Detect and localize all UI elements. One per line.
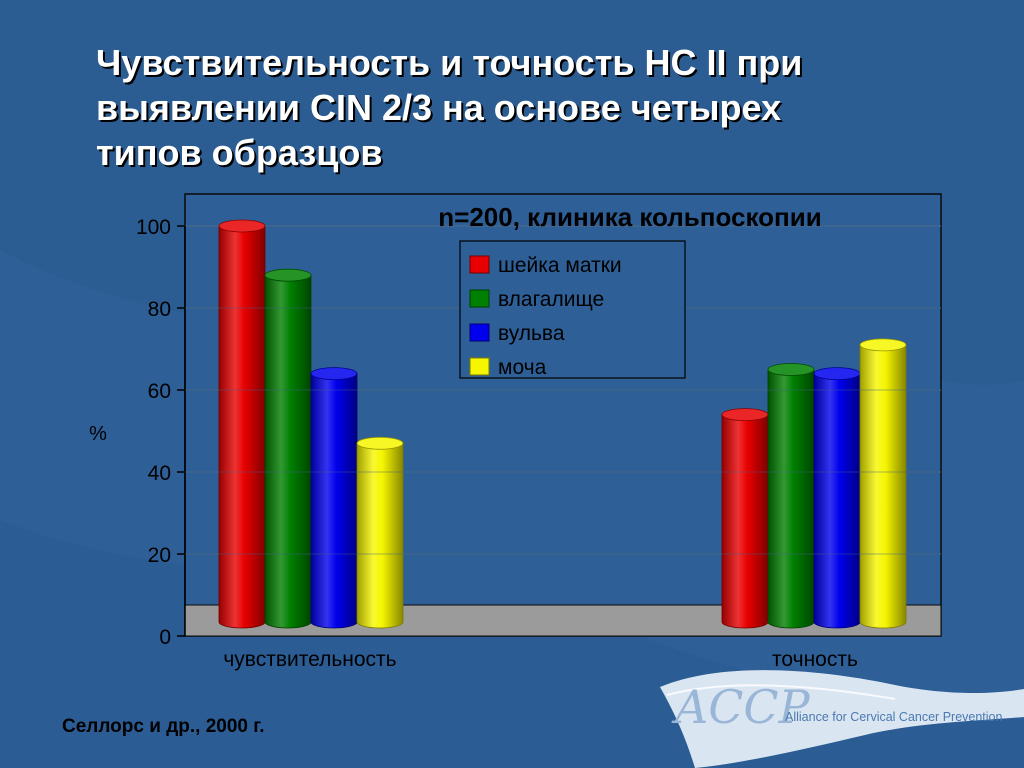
y-tick-label-100: 100 (136, 216, 171, 239)
bar-точность-моча (859, 344, 907, 629)
y-tick-label-60: 60 (148, 380, 171, 403)
y-tick-label-80: 80 (148, 298, 171, 321)
chart-title: n=200, клиника кольпоскопии (438, 202, 821, 232)
title-line-1: Чувствительность и точность HC II при (96, 42, 803, 83)
bar-чувствительность-шейка матки (218, 225, 266, 629)
title-line-2: выявлении CIN 2/3 на основе четырех (96, 87, 782, 128)
x-tick-label-точность: точность (772, 648, 858, 671)
logo-mark: ACCP (671, 680, 811, 734)
legend-swatch-моча (469, 357, 490, 376)
bar-top-точность-влагалище (767, 363, 815, 376)
bar-top-точность-шейка матки (721, 408, 769, 422)
y-tick-label-0: 0 (159, 626, 171, 649)
bar-top-чувствительность-моча (356, 436, 404, 450)
bar-точность-шейка матки (721, 414, 769, 629)
slide-title: Чувствительность и точность HC II при вы… (96, 40, 916, 175)
bar-чувствительность-влагалище (264, 274, 312, 629)
bar-top-чувствительность-шейка матки (218, 219, 266, 233)
bar-top-точность-моча (859, 338, 907, 352)
logo-swoosh (660, 670, 1024, 768)
legend-label-влагалище: влагалище (498, 288, 604, 311)
legend-swatch-влагалище (469, 289, 490, 308)
source-citation: Селлорс и др., 2000 г. (62, 716, 265, 737)
title-line-3: типов образцов (96, 132, 383, 173)
bar-точность-влагалище (767, 369, 815, 629)
legend-label-шейка матки: шейка матки (498, 254, 622, 277)
bar-top-точность-вульва (813, 367, 861, 381)
logo-org: Alliance for Cervical Cancer Prevention (785, 710, 1003, 724)
y-tick-label-20: 20 (148, 544, 171, 567)
legend-label-вульва: вульва (498, 322, 565, 345)
bar-top-чувствительность-вульва (310, 367, 358, 381)
bar-чувствительность-моча (356, 442, 404, 629)
bar-чувствительность-вульва (310, 373, 358, 629)
bar-точность-вульва (813, 373, 861, 629)
accp-logo: ACCP Alliance for Cervical Cancer Preven… (660, 670, 1024, 768)
x-tick-label-чувствительность: чувствительность (223, 648, 396, 671)
legend-box (459, 240, 686, 379)
bar-top-чувствительность-влагалище (264, 268, 312, 282)
legend-swatch-вульва (469, 323, 490, 342)
y-axis-label: % (89, 423, 107, 445)
legend-label-моча: моча (498, 356, 547, 379)
y-tick-label-40: 40 (148, 462, 171, 485)
legend-swatch-шейка матки (469, 255, 490, 274)
